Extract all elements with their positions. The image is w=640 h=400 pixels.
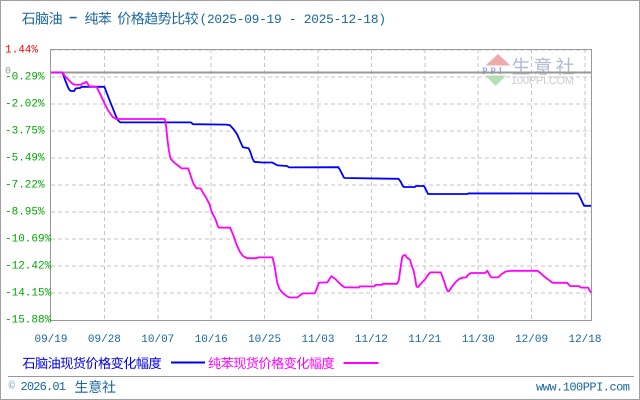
svg-text:www.100PPI.com: www.100PPI.com bbox=[536, 381, 630, 395]
svg-text:PPI: PPI bbox=[482, 66, 502, 76]
svg-text:09/19: 09/19 bbox=[34, 334, 67, 346]
svg-text:11/03: 11/03 bbox=[301, 334, 334, 346]
svg-text:-7.22%: -7.22% bbox=[5, 180, 45, 192]
svg-text:10/25: 10/25 bbox=[248, 334, 281, 346]
svg-text:10/07: 10/07 bbox=[141, 334, 174, 346]
svg-text:-10.69%: -10.69% bbox=[5, 234, 52, 246]
svg-text:-2.02%: -2.02% bbox=[5, 99, 45, 111]
svg-text:1.44%: 1.44% bbox=[5, 45, 38, 57]
svg-text:10/16: 10/16 bbox=[195, 334, 228, 346]
svg-text:11/30: 11/30 bbox=[462, 334, 495, 346]
svg-text:12/18: 12/18 bbox=[568, 334, 601, 346]
svg-text:-14.15%: -14.15% bbox=[5, 288, 52, 300]
svg-text:11/12: 11/12 bbox=[355, 334, 388, 346]
svg-text:09/28: 09/28 bbox=[88, 334, 121, 346]
svg-text:©: © bbox=[9, 381, 16, 393]
svg-text:-3.75%: -3.75% bbox=[5, 126, 45, 138]
svg-text:-12.42%: -12.42% bbox=[5, 261, 52, 273]
svg-text:(2025-09-19 - 2025-12-18): (2025-09-19 - 2025-12-18) bbox=[200, 12, 387, 27]
svg-text:-8.95%: -8.95% bbox=[5, 207, 45, 219]
svg-text:12/09: 12/09 bbox=[515, 334, 548, 346]
svg-text:0: 0 bbox=[5, 67, 11, 78]
svg-text:-15.88%: -15.88% bbox=[5, 315, 52, 327]
svg-text:2026.01: 2026.01 bbox=[21, 380, 67, 394]
svg-text:-5.49%: -5.49% bbox=[5, 153, 45, 165]
svg-text:100PPI.COM: 100PPI.COM bbox=[511, 75, 574, 87]
svg-text:-0.29%: -0.29% bbox=[5, 72, 45, 84]
svg-text:11/21: 11/21 bbox=[408, 334, 441, 346]
